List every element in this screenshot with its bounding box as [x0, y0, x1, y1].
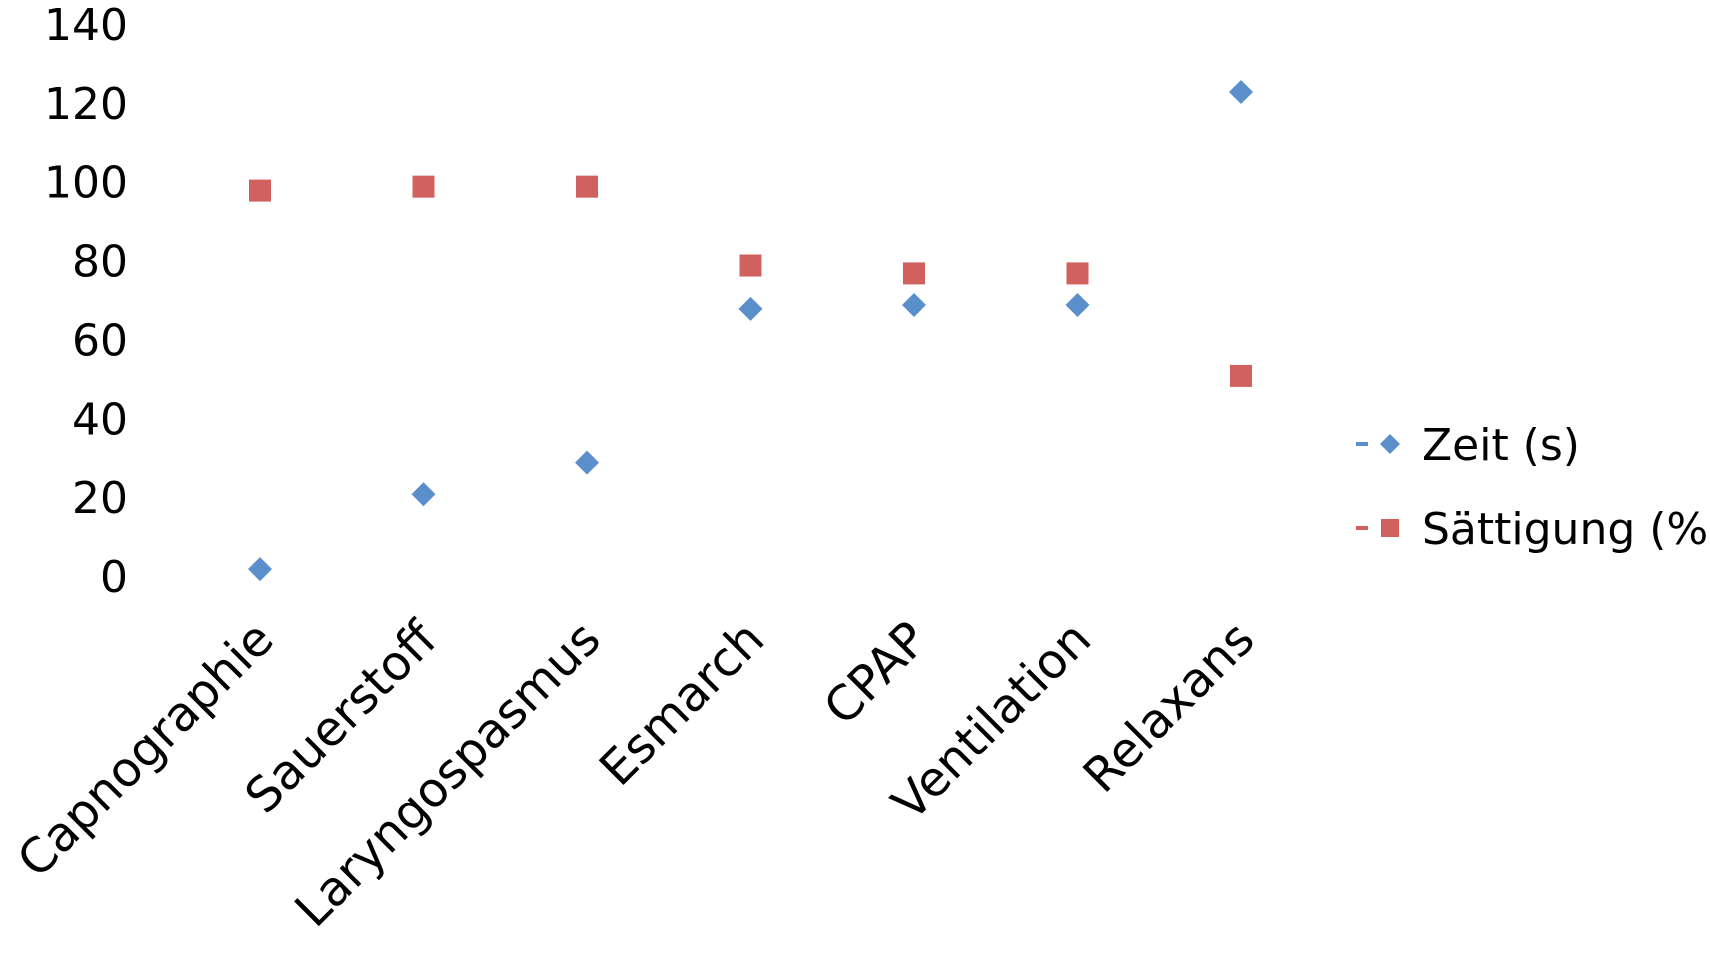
data-points	[248, 80, 1253, 582]
data-point-square	[249, 179, 271, 202]
legend: Zeit (s) Sättigung (%)	[1356, 420, 1710, 555]
y-axis-ticks: 0 20 40 60 80 100 120 140	[44, 0, 128, 603]
legend-label: Sättigung (%)	[1422, 504, 1710, 555]
data-point-diamond	[738, 296, 763, 321]
data-point-diamond	[411, 482, 436, 507]
data-point-square	[1230, 364, 1252, 387]
y-tick-label: 100	[44, 158, 128, 209]
data-point-square	[1066, 262, 1089, 285]
data-point-diamond	[575, 450, 599, 475]
y-tick-label: 140	[44, 0, 128, 51]
data-point-square	[412, 175, 435, 198]
data-point-square	[739, 254, 762, 277]
x-axis-ticks: CapnographieSauerstoffLaryngospasmusEsma…	[7, 610, 1266, 938]
x-tick-label: Esmarch	[589, 611, 775, 797]
data-point-square	[576, 175, 598, 198]
data-point-diamond	[902, 292, 926, 317]
x-tick-label: Relaxans	[1073, 611, 1266, 804]
legend-marker-square	[1381, 519, 1399, 537]
data-point-diamond	[1229, 80, 1253, 105]
data-point-square	[903, 262, 925, 285]
x-tick-label: Capnographie	[7, 611, 285, 889]
legend-marker-diamond	[1380, 434, 1400, 454]
y-tick-label: 20	[72, 473, 128, 524]
x-tick-label: CPAP	[813, 611, 938, 736]
data-point-diamond	[248, 557, 272, 582]
y-tick-label: 60	[72, 315, 128, 366]
x-tick-label: Laryngospasmus	[284, 611, 611, 938]
y-tick-label: 40	[72, 394, 128, 445]
y-tick-label: 120	[44, 79, 128, 130]
data-point-diamond	[1065, 292, 1090, 317]
y-tick-label: 0	[100, 552, 128, 603]
legend-label: Zeit (s)	[1422, 420, 1580, 471]
y-tick-label: 80	[72, 237, 128, 288]
